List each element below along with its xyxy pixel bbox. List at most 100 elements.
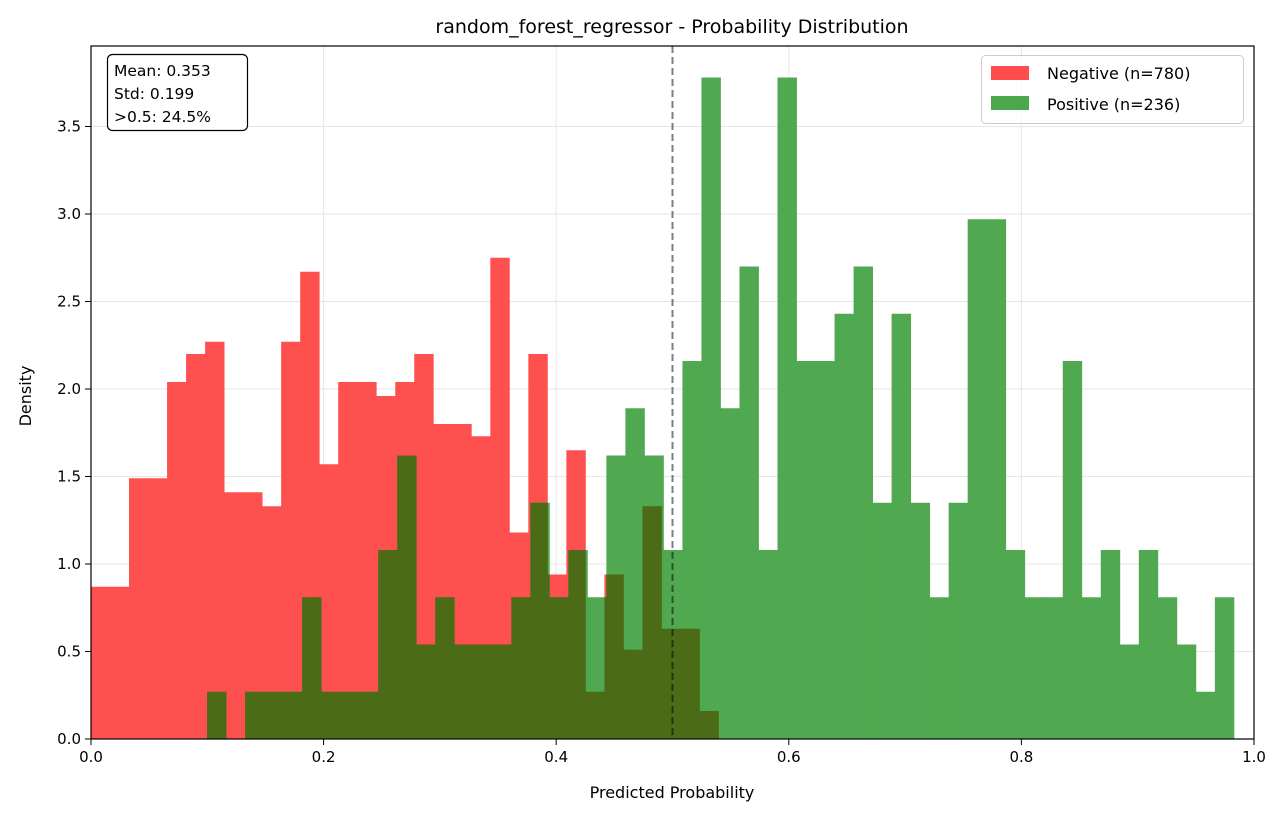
series-0-bar-0 [91,586,111,739]
overlap-bar-2-9 [262,691,265,739]
overlap-bar-22-29 [642,506,645,739]
overlap-bar-7-14 [357,691,360,739]
axis-ticks: 0.0 0.2 0.4 0.6 0.8 1.0 0.0 0.5 1.0 1.5 2.0 2.5 3.0 3… [57,118,1266,767]
y-tick-label-5: 2.5 [57,293,81,311]
series-1-bar-47 [1100,550,1121,739]
series-1-bar-45 [1062,361,1083,739]
series-1-bar-30 [777,77,797,739]
x-tick-label-0: 0.0 [79,748,103,766]
overlap-bar-16-22 [511,597,529,739]
series-1-bar-51 [1176,644,1197,739]
overlap-bar-21-27 [606,574,624,739]
overlap-bar-9-16 [395,550,398,739]
overlap-bar-16-23 [528,597,531,739]
legend-swatch-positive [991,96,1029,110]
series-1-bar-36 [891,313,912,739]
series-1-bar-34 [853,266,873,739]
series-0-bar-12 [319,464,339,739]
overlap-bar-3-10 [281,691,284,739]
y-tick-label-0: 0.0 [57,730,81,748]
overlap-bar-19-25 [568,550,586,739]
series-1-bar-44 [1043,597,1064,739]
overlap-bar-10-16 [397,455,415,739]
x-tick-label-1: 0.2 [312,748,336,766]
stats-mean: Mean: 0.353 [114,62,211,80]
series-1-bar-39 [948,502,969,739]
chart-title: random_forest_regressor - Probability Di… [435,16,908,38]
series-1-bar-33 [834,313,854,739]
x-tick-label-4: 0.8 [1009,748,1033,766]
series-1-bar-37 [910,502,931,739]
legend: Negative (n=780) Positive (n=236) [981,55,1244,124]
series-0-bar-4 [167,382,187,739]
x-tick-label-3: 0.6 [777,748,801,766]
overlap-bar-25-32 [699,711,702,739]
series-1-bar-49 [1138,550,1159,739]
overlap-bar-4-10 [283,691,301,739]
overlap-bar-15-21 [492,644,510,739]
overlap-bar-2-8 [245,691,263,739]
overlap-bar-5-12 [319,597,322,739]
overlap-bar-24-31 [680,628,683,739]
overlap-bar-21-28 [623,649,626,739]
series-0-bar-8 [243,492,263,739]
y-axis-label: Density [16,366,35,427]
overlap-bar-9-15 [378,550,396,739]
overlap-bar-10-17 [414,455,417,739]
overlap-bar-22-28 [625,649,643,739]
x-axis-label: Predicted Probability [590,783,755,802]
stats-box-frame [106,53,249,132]
series-1-bar-42 [1005,550,1026,739]
overlap-bar-3-9 [264,691,282,739]
overlap-bar-0-7 [224,691,227,739]
overlap-bar-15-22 [509,644,512,739]
series-0-bar-1 [110,586,130,739]
overlap-bar-6-12 [321,691,339,739]
overlap-bars [207,455,719,739]
series-1-bar-50 [1157,597,1178,739]
series-1-bar-53 [1214,597,1235,739]
overlap-bar-13-19 [454,644,472,739]
overlap-bar-11-18 [433,644,436,739]
stats-box: Mean: 0.353 Std: 0.199 >0.5: 24.5% [106,53,249,132]
series-0-bar-3 [148,478,168,739]
overlap-bar-17-24 [547,574,550,739]
series-1-bar-43 [1024,597,1045,739]
overlap-bar-14-21 [490,644,493,739]
series-0-bar-17 [414,354,434,739]
x-tick-label-5: 1.0 [1242,748,1266,766]
overlap-bar-18-24 [549,597,567,739]
overlap-bar-23-29 [644,506,662,739]
series-1-bar-32 [815,361,835,739]
x-tick-label-2: 0.4 [544,748,568,766]
y-tick-label-1: 0.5 [57,643,81,661]
series-1-bar-52 [1195,691,1216,739]
series-0-bar-13 [338,382,358,739]
y-tick-label-7: 3.5 [57,118,81,136]
series-1-bar-41 [986,219,1007,739]
series-1-bar-27 [720,408,740,739]
overlap-bar-24-30 [663,628,681,739]
stats-std: Std: 0.199 [114,85,194,103]
series-0-bar-9 [262,506,282,739]
overlap-bar-18-25 [566,597,569,739]
overlap-bar-8-15 [376,691,379,739]
series-1-bar-31 [796,361,816,739]
series-1-bar-38 [929,597,950,739]
y-tick-label-6: 3.0 [57,205,81,223]
series-0-bar-21 [490,257,510,739]
overlap-bar-12-19 [452,597,455,739]
y-tick-label-3: 1.5 [57,468,81,486]
series-1-bar-29 [758,550,778,739]
overlap-bar-14-20 [473,644,491,739]
overlap-bar-5-11 [302,597,320,739]
overlap-bar-0-6 [207,691,225,739]
series-0-bar-2 [129,478,149,739]
overlap-bar-7-13 [340,691,358,739]
legend-swatch-negative [991,66,1029,80]
series-0-bar-14 [357,382,377,739]
series-0-bar-7 [224,492,244,739]
overlap-bar-4-11 [300,691,303,739]
y-tick-label-4: 2.0 [57,380,81,398]
